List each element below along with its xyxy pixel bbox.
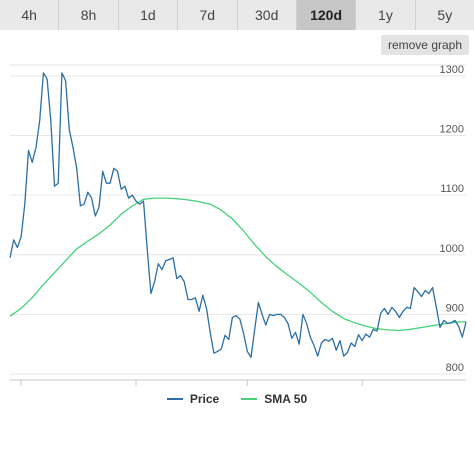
y-tick-label-1200: 1200 — [440, 124, 464, 136]
series-lines — [9, 72, 467, 358]
tab-8h[interactable]: 8h — [59, 0, 119, 30]
y-tick-label-1100: 1100 — [440, 183, 464, 195]
legend-label-sma: SMA 50 — [264, 392, 308, 406]
y-tick-label-1000: 1000 — [440, 243, 464, 255]
tab-1y[interactable]: 1y — [356, 0, 416, 30]
tab-120d[interactable]: 120d — [296, 0, 357, 30]
chart-legend: Price SMA 50 — [0, 392, 474, 406]
tab-7d[interactable]: 7d — [178, 0, 238, 30]
legend-label-price: Price — [189, 392, 220, 406]
y-tick-label-1300: 1300 — [440, 64, 464, 76]
y-tick-label-800: 800 — [446, 362, 464, 374]
sma-50-series-line — [9, 197, 467, 332]
legend-item-price[interactable]: Price — [166, 392, 220, 406]
legend-swatch-sma — [241, 398, 258, 400]
price-series-line — [9, 72, 467, 358]
legend-item-sma[interactable]: SMA 50 — [241, 392, 307, 406]
tab-30d[interactable]: 30d — [238, 0, 297, 30]
tab-4h[interactable]: 4h — [0, 0, 60, 30]
price-chart: 800 900 1000 1100 1200 1300 Oct '25Nov '25Dec… — [9, 64, 467, 386]
timeframe-tabs: 4h 8h 1d 7d 30d 120d 1y 5y — [0, 0, 474, 30]
x-axis-ticks: Oct '25Nov '25Dec '25Jan '26 — [20, 380, 363, 386]
remove-graph-button[interactable]: remove graph — [381, 35, 469, 55]
grid-lines — [10, 64, 466, 375]
tab-5y[interactable]: 5y — [437, 7, 453, 23]
y-axis-ticks: 800 900 1000 1100 1200 1300 — [440, 64, 464, 374]
legend-swatch-price — [166, 398, 183, 400]
y-tick-label-900: 900 — [446, 302, 464, 314]
tab-1d[interactable]: 1d — [119, 0, 179, 30]
